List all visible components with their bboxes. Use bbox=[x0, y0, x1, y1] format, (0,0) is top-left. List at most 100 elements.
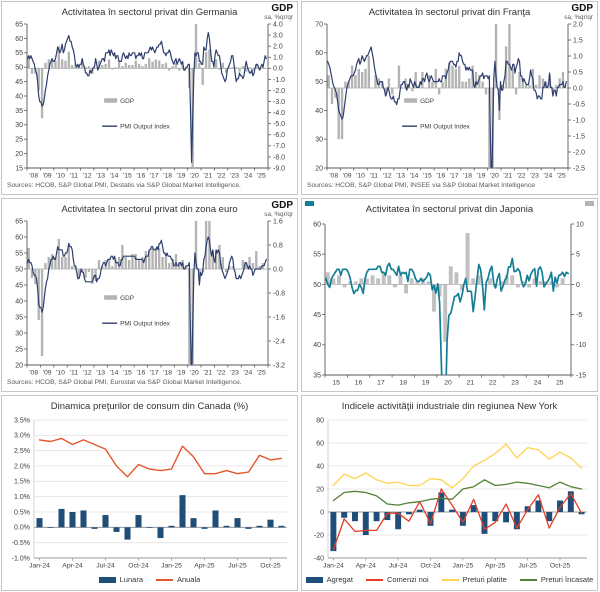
svg-text:1.0: 1.0 bbox=[273, 55, 283, 62]
svg-text:-1.6: -1.6 bbox=[273, 314, 285, 321]
chart-title-germany: Activitatea în sectorul privat din Germa… bbox=[61, 7, 238, 18]
svg-text:'18: '18 bbox=[163, 173, 172, 180]
svg-text:Jan-24: Jan-24 bbox=[29, 563, 50, 570]
svg-text:-2.0: -2.0 bbox=[573, 149, 585, 156]
svg-text:'19: '19 bbox=[477, 173, 486, 180]
svg-text:Jul-25: Jul-25 bbox=[518, 563, 537, 570]
source-note-eurozone: Sources: HCOB, S&P Global PMI, Eurostat … bbox=[7, 379, 242, 386]
svg-text:30: 30 bbox=[15, 330, 23, 337]
eurozone-plot-area: 20 25 30 35 40 45 50 55 60 65 -3.2 -2.4 -1.6 -0.8 0.0 0… bbox=[2, 217, 297, 379]
svg-text:45: 45 bbox=[15, 282, 23, 289]
svg-text:'11: '11 bbox=[70, 173, 79, 180]
svg-text:'08: '08 bbox=[29, 173, 38, 180]
svg-text:Jul-24: Jul-24 bbox=[96, 563, 115, 570]
svg-text:-4.0: -4.0 bbox=[273, 110, 285, 117]
svg-text:Apr-25: Apr-25 bbox=[194, 563, 215, 570]
svg-text:0: 0 bbox=[576, 282, 580, 289]
svg-text:45: 45 bbox=[15, 79, 23, 86]
svg-text:-0.5: -0.5 bbox=[573, 101, 585, 108]
svg-text:2.0%: 2.0% bbox=[14, 463, 30, 470]
svg-text:-8.0: -8.0 bbox=[273, 154, 285, 161]
new-york-legend: Agregat Comenzi noi Preturi platite Preturi… bbox=[302, 573, 597, 590]
svg-text:-2.5: -2.5 bbox=[573, 165, 585, 172]
svg-text:-1.0: -1.0 bbox=[273, 77, 285, 84]
svg-text:Oct-24: Oct-24 bbox=[420, 563, 441, 570]
svg-text:1.5%: 1.5% bbox=[14, 479, 30, 486]
svg-text:'12: '12 bbox=[383, 173, 392, 180]
svg-text:'09: '09 bbox=[43, 370, 52, 377]
svg-text:2.0: 2.0 bbox=[573, 21, 583, 28]
new-york-plot-area: -40 -20 0 20 40 60 80 Jan-24 Apr-24 Jul-24 Oct-24 J… bbox=[302, 414, 597, 573]
svg-text:'17: '17 bbox=[150, 370, 159, 377]
svg-text:'14: '14 bbox=[110, 173, 119, 180]
gdp-axis-title: GDP bbox=[271, 200, 293, 211]
svg-text:'10: '10 bbox=[56, 173, 65, 180]
svg-text:Jan-24: Jan-24 bbox=[323, 563, 344, 570]
svg-text:Jul-24: Jul-24 bbox=[389, 563, 408, 570]
svg-text:Oct-25: Oct-25 bbox=[260, 563, 281, 570]
svg-text:-7.0: -7.0 bbox=[273, 143, 285, 150]
legend-label: Anuala bbox=[177, 575, 201, 584]
svg-text:-5.0: -5.0 bbox=[273, 121, 285, 128]
svg-text:1.0: 1.0 bbox=[573, 53, 583, 60]
svg-text:-3.2: -3.2 bbox=[273, 362, 285, 369]
svg-text:'15: '15 bbox=[423, 173, 432, 180]
svg-text:Apr-25: Apr-25 bbox=[485, 563, 506, 570]
svg-text:0.5%: 0.5% bbox=[14, 509, 30, 516]
svg-text:-15: -15 bbox=[576, 372, 586, 379]
chart-title-france: Activitatea în sectorul privat din Franţ… bbox=[368, 7, 531, 18]
svg-text:2.0: 2.0 bbox=[273, 44, 283, 51]
svg-text:PMI Output Index: PMI Output Index bbox=[120, 321, 171, 328]
germany-plot-area: 15 20 25 30 35 40 45 50 55 60 65 -9.0 -8.0 -7.0 -6.0 -5… bbox=[2, 20, 297, 182]
svg-text:-2.4: -2.4 bbox=[273, 338, 285, 345]
svg-text:55: 55 bbox=[15, 250, 23, 257]
svg-text:'10: '10 bbox=[56, 370, 65, 377]
legend-label: Preturi platite bbox=[462, 575, 507, 584]
svg-text:PMI Output Index: PMI Output Index bbox=[120, 124, 171, 131]
svg-text:'25: '25 bbox=[557, 173, 566, 180]
svg-text:'21: '21 bbox=[203, 370, 212, 377]
right-axis-header: GDP sa, %qr/qr bbox=[564, 3, 593, 21]
svg-text:'14: '14 bbox=[410, 173, 419, 180]
svg-text:15: 15 bbox=[15, 165, 23, 172]
svg-text:'19: '19 bbox=[177, 173, 186, 180]
svg-text:4.0: 4.0 bbox=[273, 21, 283, 28]
source-note-germany: Sources: HCOB, S&P Global PMI, Destatis … bbox=[7, 182, 241, 189]
source-note-france: Sources: HCOB, S&P Global PMI, INSEE via… bbox=[307, 182, 535, 189]
svg-text:24: 24 bbox=[534, 380, 542, 387]
svg-text:'20: '20 bbox=[190, 370, 199, 377]
gdp-axis-units: sa, %qr/qr bbox=[264, 13, 293, 21]
svg-text:'13: '13 bbox=[96, 370, 105, 377]
svg-text:30: 30 bbox=[315, 137, 323, 144]
svg-text:23: 23 bbox=[511, 380, 519, 387]
svg-text:70: 70 bbox=[315, 21, 323, 28]
legend-swatch bbox=[98, 576, 116, 583]
svg-text:1.6: 1.6 bbox=[273, 218, 283, 225]
chart-title-eurozone: Activitatea în sectorul privat din zona … bbox=[61, 204, 238, 215]
right-axis-header: GDP sa, %qr/qr bbox=[264, 200, 293, 218]
svg-text:50: 50 bbox=[315, 79, 323, 86]
svg-text:'15: '15 bbox=[123, 370, 132, 377]
legend-fragment-top-right bbox=[585, 201, 594, 206]
svg-text:'08: '08 bbox=[329, 173, 338, 180]
svg-text:60: 60 bbox=[316, 440, 324, 447]
svg-text:'18: '18 bbox=[463, 173, 472, 180]
chart-panel-japan: Activitatea în sectorul privat din Japon… bbox=[301, 198, 598, 392]
chart-title-japan: Activitatea în sectorul privat din Japon… bbox=[365, 204, 534, 215]
svg-text:Jan-25: Jan-25 bbox=[452, 563, 473, 570]
svg-text:20: 20 bbox=[15, 362, 23, 369]
legend-item: Anuala bbox=[156, 575, 200, 584]
japan-plot-area: 35 40 45 50 55 60 -15 -10 -5 0 5 10 15 16 17 18 19 20 21 22… bbox=[302, 217, 597, 391]
svg-text:60: 60 bbox=[15, 36, 23, 43]
legend-swatch bbox=[441, 578, 459, 581]
svg-text:-1.0%: -1.0% bbox=[12, 555, 30, 562]
legend-swatch bbox=[365, 578, 383, 581]
legend-swatch bbox=[305, 576, 323, 583]
svg-text:50: 50 bbox=[15, 266, 23, 273]
svg-text:-5: -5 bbox=[576, 312, 582, 319]
svg-text:'11: '11 bbox=[370, 173, 379, 180]
svg-text:35: 35 bbox=[15, 314, 23, 321]
svg-text:19: 19 bbox=[422, 380, 430, 387]
svg-text:'13: '13 bbox=[96, 173, 105, 180]
